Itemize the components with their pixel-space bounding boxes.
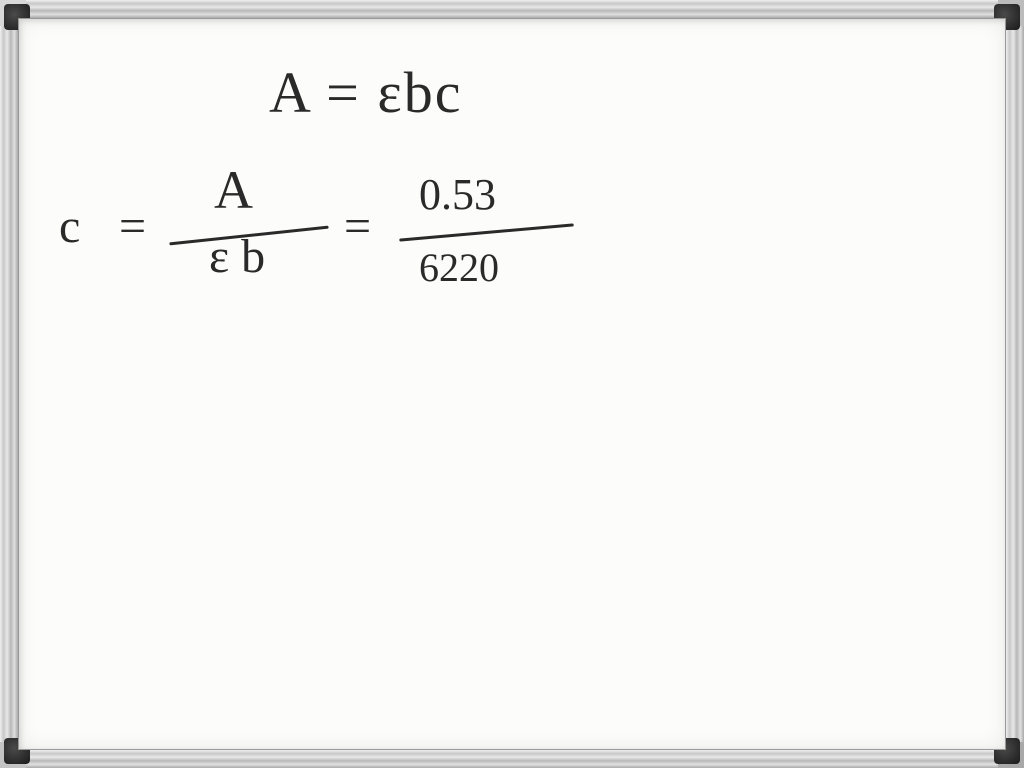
eq2-variable-c: c [59, 199, 80, 254]
whiteboard-surface: A = εbc c = A ε b = 0.53 6220 [18, 18, 1006, 750]
eq2-equals-2: = [344, 199, 371, 254]
eq2-frac1-denominator: ε b [209, 229, 265, 284]
frame-edge-top [26, 0, 998, 18]
frame-edge-left [0, 26, 18, 742]
eq2-frac2-numerator: 0.53 [419, 169, 496, 220]
eq2-frac2-line [399, 223, 574, 241]
eq2-equals-1: = [119, 199, 146, 254]
frame-edge-bottom [26, 750, 998, 768]
equation-beer-lambert: A = εbc [269, 59, 463, 126]
whiteboard-frame: A = εbc c = A ε b = 0.53 6220 [0, 0, 1024, 768]
eq2-frac1-numerator: A [214, 159, 253, 221]
handwriting-layer: A = εbc c = A ε b = 0.53 6220 [19, 19, 1005, 749]
frame-edge-right [1006, 26, 1024, 742]
eq2-frac2-denominator: 6220 [419, 244, 499, 291]
